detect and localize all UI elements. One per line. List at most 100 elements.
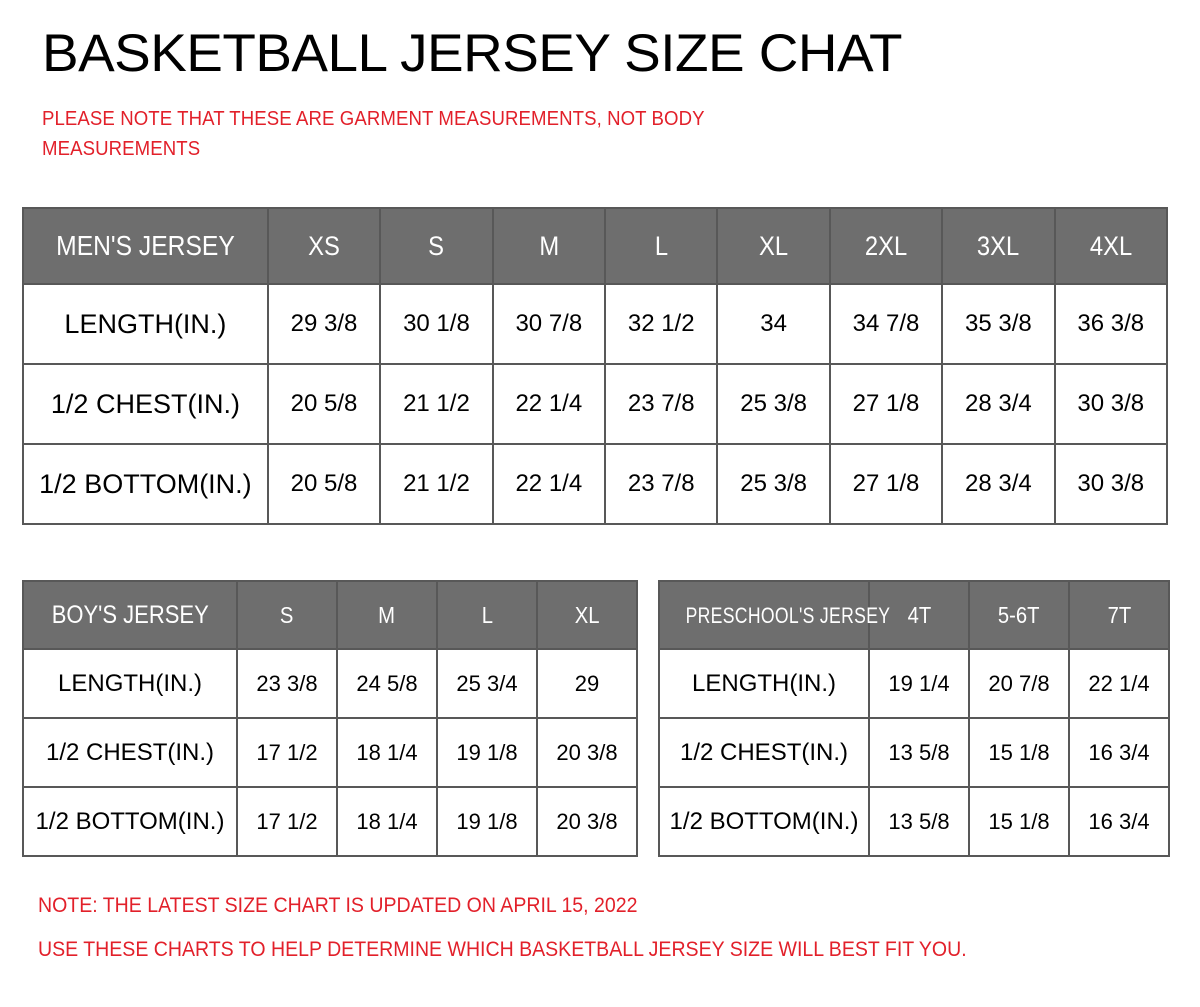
value-cell: 27 1/8 xyxy=(828,363,944,445)
value-cell: 19 1/4 xyxy=(868,648,970,719)
measure-value: 19 1/8 xyxy=(456,739,518,765)
size-label: 4T xyxy=(907,601,931,628)
header-cell-size-4t: 4T xyxy=(868,580,970,650)
size-label: S xyxy=(280,601,294,628)
row-label-cell: 1/2 CHEST(IN.) xyxy=(658,717,870,788)
size-label: 7T xyxy=(1107,601,1131,628)
header-cell-size-l: L xyxy=(436,580,538,650)
size-label: M xyxy=(538,230,559,261)
table-header-row: PRESCHOOL'S JERSEY 4T 5-6T 7T xyxy=(658,580,1170,650)
footer-note-update: NOTE: THE LATEST SIZE CHART IS UPDATED O… xyxy=(38,894,638,917)
header-label-text: PRESCHOOL'S JERSEY xyxy=(685,602,891,628)
header-cell-size-s: S xyxy=(379,207,494,285)
size-label: XL xyxy=(574,601,600,628)
measure-value: 19 1/8 xyxy=(456,808,518,834)
header-cell-size-m: M xyxy=(491,207,607,285)
table-row: LENGTH(IN.) 29 3/8 30 1/8 30 7/8 32 1/2 … xyxy=(22,283,1169,365)
value-cell: 29 3/8 xyxy=(266,283,382,365)
measure-value: 25 3/8 xyxy=(740,470,807,497)
size-label: 3XL xyxy=(977,230,1020,261)
table-row: LENGTH(IN.) 23 3/8 24 5/8 25 3/4 29 xyxy=(22,648,638,719)
measure-value: 27 1/8 xyxy=(852,390,920,417)
value-cell: 34 7/8 xyxy=(828,283,944,365)
value-cell: 15 1/8 xyxy=(968,786,1070,857)
measure-value: 30 1/8 xyxy=(403,310,470,337)
measure-value: 28 3/4 xyxy=(965,470,1032,497)
size-label: 2XL xyxy=(864,230,908,261)
header-cell-category: BOY'S JERSEY xyxy=(22,580,238,650)
value-cell: 35 3/8 xyxy=(941,283,1056,365)
row-label-cell: 1/2 CHEST(IN.) xyxy=(22,363,269,445)
value-cell: 15 1/8 xyxy=(968,717,1070,788)
measure-value: 34 7/8 xyxy=(852,310,920,337)
value-cell: 19 1/8 xyxy=(436,717,538,788)
header-cell-size-xs: XS xyxy=(266,207,382,285)
measure-value: 15 1/8 xyxy=(988,739,1050,765)
measure-name: 1/2 BOTTOM(IN.) xyxy=(669,807,859,835)
header-cell-size-5-6t: 5-6T xyxy=(968,580,1070,650)
measure-value: 35 3/8 xyxy=(965,310,1032,337)
measure-value: 23 3/8 xyxy=(256,670,318,696)
value-cell: 23 3/8 xyxy=(236,648,338,719)
measure-value: 20 3/8 xyxy=(556,808,618,834)
value-cell: 20 7/8 xyxy=(968,648,1070,719)
measure-value: 22 1/4 xyxy=(515,470,583,497)
measure-value: 17 1/2 xyxy=(256,739,318,765)
value-cell: 20 5/8 xyxy=(266,443,382,525)
measure-value: 16 3/4 xyxy=(1088,808,1150,834)
measure-value: 18 1/4 xyxy=(356,739,418,765)
value-cell: 18 1/4 xyxy=(336,717,438,788)
measure-value: 27 1/8 xyxy=(852,470,920,497)
value-cell: 23 7/8 xyxy=(604,363,719,445)
header-cell-category: PRESCHOOL'S JERSEY xyxy=(658,580,890,650)
row-label-cell: LENGTH(IN.) xyxy=(22,648,238,719)
value-cell: 30 3/8 xyxy=(1053,363,1169,445)
value-cell: 30 3/8 xyxy=(1053,443,1169,525)
measure-value: 20 7/8 xyxy=(988,670,1050,696)
measure-value: 21 1/2 xyxy=(403,390,470,417)
measure-value: 15 1/8 xyxy=(988,808,1050,834)
footer-notes: NOTE: THE LATEST SIZE CHART IS UPDATED O… xyxy=(38,884,1037,972)
garment-measurement-notice: PLEASE NOTE THAT THESE ARE GARMENT MEASU… xyxy=(42,104,879,164)
value-cell: 25 3/8 xyxy=(716,363,831,445)
size-label: S xyxy=(428,230,445,261)
measure-name: 1/2 CHEST(IN.) xyxy=(50,388,240,419)
value-cell: 21 1/2 xyxy=(379,363,494,445)
row-label-cell: LENGTH(IN.) xyxy=(22,283,269,365)
measure-name: 1/2 CHEST(IN.) xyxy=(679,738,849,766)
preschool-jersey-size-table: PRESCHOOL'S JERSEY 4T 5-6T 7T LENGTH(IN.… xyxy=(658,580,1170,857)
row-label-cell: 1/2 CHEST(IN.) xyxy=(22,717,238,788)
measure-value: 25 3/8 xyxy=(740,390,807,417)
measure-value: 16 3/4 xyxy=(1088,739,1150,765)
size-label: XL xyxy=(759,230,789,261)
measure-name: 1/2 BOTTOM(IN.) xyxy=(39,468,252,499)
value-cell: 17 1/2 xyxy=(236,717,338,788)
size-label: 4XL xyxy=(1089,230,1132,261)
measure-name: LENGTH(IN.) xyxy=(64,308,227,339)
table-row: 1/2 BOTTOM(IN.) 20 5/8 21 1/2 22 1/4 23 … xyxy=(22,443,1169,525)
measure-value: 36 3/8 xyxy=(1077,310,1145,337)
row-label-cell: LENGTH(IN.) xyxy=(658,648,870,719)
header-cell-size-xl: XL xyxy=(716,207,831,285)
row-label-cell: 1/2 BOTTOM(IN.) xyxy=(22,443,269,525)
value-cell: 23 7/8 xyxy=(604,443,719,525)
footer-note-guidance: USE THESE CHARTS TO HELP DETERMINE WHICH… xyxy=(38,938,967,961)
value-cell: 17 1/2 xyxy=(236,786,338,857)
table-row: LENGTH(IN.) 19 1/4 20 7/8 22 1/4 xyxy=(658,648,1170,719)
measure-value: 25 3/4 xyxy=(456,670,518,696)
value-cell: 16 3/4 xyxy=(1068,786,1170,857)
value-cell: 20 5/8 xyxy=(266,363,382,445)
value-cell: 28 3/4 xyxy=(941,363,1056,445)
table-row: 1/2 BOTTOM(IN.) 13 5/8 15 1/8 16 3/4 xyxy=(658,786,1170,857)
value-cell: 13 5/8 xyxy=(868,786,970,857)
table-row: 1/2 CHEST(IN.) 17 1/2 18 1/4 19 1/8 20 3… xyxy=(22,717,638,788)
measure-value: 13 5/8 xyxy=(888,739,950,765)
measure-value: 20 5/8 xyxy=(290,390,358,417)
size-label: XS xyxy=(308,230,340,261)
value-cell: 19 1/8 xyxy=(436,786,538,857)
header-cell-size-s: S xyxy=(236,580,338,650)
size-label: L xyxy=(654,230,668,261)
size-label: L xyxy=(481,601,493,628)
value-cell: 22 1/4 xyxy=(491,443,607,525)
header-cell-size-7t: 7T xyxy=(1068,580,1170,650)
